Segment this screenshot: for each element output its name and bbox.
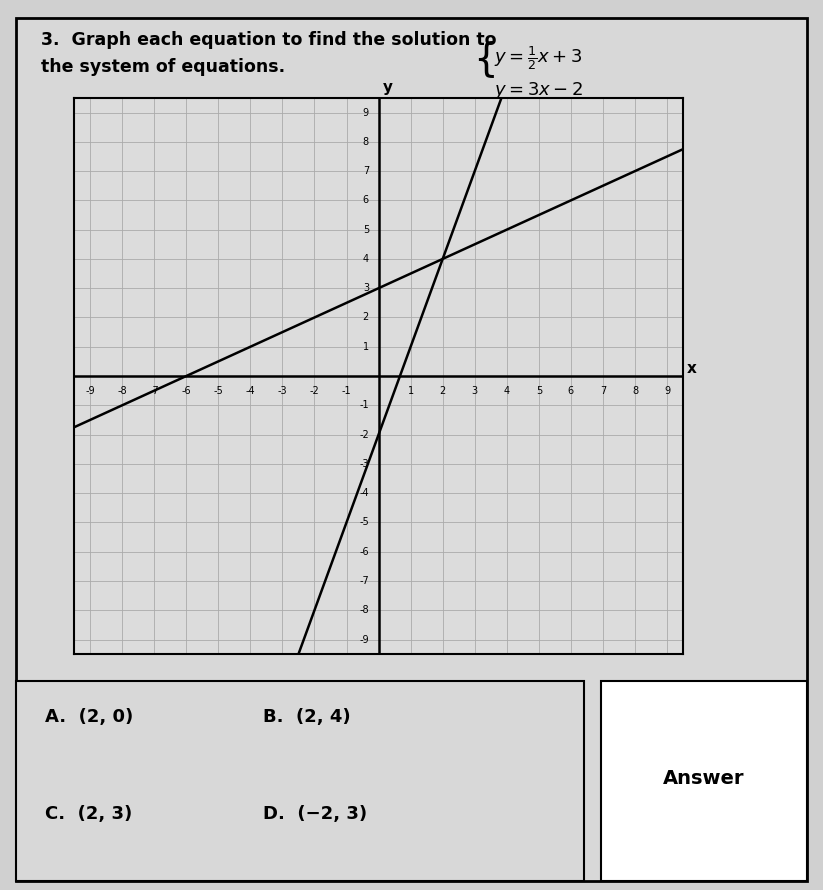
Text: 1: 1 [407, 386, 414, 396]
Text: -2: -2 [309, 386, 319, 396]
Text: 8: 8 [632, 386, 638, 396]
Text: A.  (2, 0): A. (2, 0) [45, 708, 133, 725]
Text: -8: -8 [360, 605, 369, 615]
Text: 8: 8 [363, 137, 369, 147]
Text: 7: 7 [363, 166, 369, 176]
Text: x: x [686, 361, 696, 376]
Text: -6: -6 [360, 546, 369, 556]
Text: 6: 6 [363, 196, 369, 206]
Text: -1: -1 [360, 400, 369, 410]
Text: -9: -9 [360, 635, 369, 644]
Text: D.  (−2, 3): D. (−2, 3) [263, 805, 368, 823]
Text: 3.  Graph each equation to find the solution to: 3. Graph each equation to find the solut… [41, 31, 496, 49]
Text: $y = 3x - 2$: $y = 3x - 2$ [494, 80, 583, 101]
Text: B.  (2, 4): B. (2, 4) [263, 708, 351, 725]
Text: -3: -3 [277, 386, 287, 396]
Text: 4: 4 [363, 254, 369, 264]
Bar [601, 681, 807, 881]
Text: -5: -5 [359, 517, 369, 528]
Text: -2: -2 [359, 430, 369, 440]
Text: -7: -7 [359, 576, 369, 586]
Text: -6: -6 [181, 386, 191, 396]
Text: {: { [473, 40, 498, 78]
Bar [16, 681, 584, 881]
Text: -4: -4 [360, 488, 369, 498]
Text: 9: 9 [664, 386, 670, 396]
Text: 7: 7 [600, 386, 606, 396]
Text: -1: -1 [342, 386, 351, 396]
Text: the system of equations.: the system of equations. [41, 58, 286, 76]
Text: 3: 3 [363, 283, 369, 293]
Text: 4: 4 [504, 386, 510, 396]
Text: -5: -5 [213, 386, 223, 396]
Text: -4: -4 [245, 386, 255, 396]
Text: 3: 3 [472, 386, 478, 396]
Text: -8: -8 [118, 386, 127, 396]
Text: -9: -9 [86, 386, 95, 396]
Text: 5: 5 [536, 386, 542, 396]
Text: 2: 2 [363, 312, 369, 322]
Text: 1: 1 [363, 342, 369, 352]
Text: 6: 6 [568, 386, 574, 396]
Text: $y = \frac{1}{2}x + 3$: $y = \frac{1}{2}x + 3$ [494, 44, 582, 72]
Text: -7: -7 [149, 386, 159, 396]
Text: C.  (2, 3): C. (2, 3) [45, 805, 133, 823]
FancyBboxPatch shape [16, 18, 807, 881]
Text: -3: -3 [360, 459, 369, 469]
Text: 9: 9 [363, 108, 369, 117]
Text: 5: 5 [363, 224, 369, 235]
Text: y: y [384, 80, 393, 95]
Text: 2: 2 [439, 386, 446, 396]
Text: Answer: Answer [663, 769, 745, 789]
